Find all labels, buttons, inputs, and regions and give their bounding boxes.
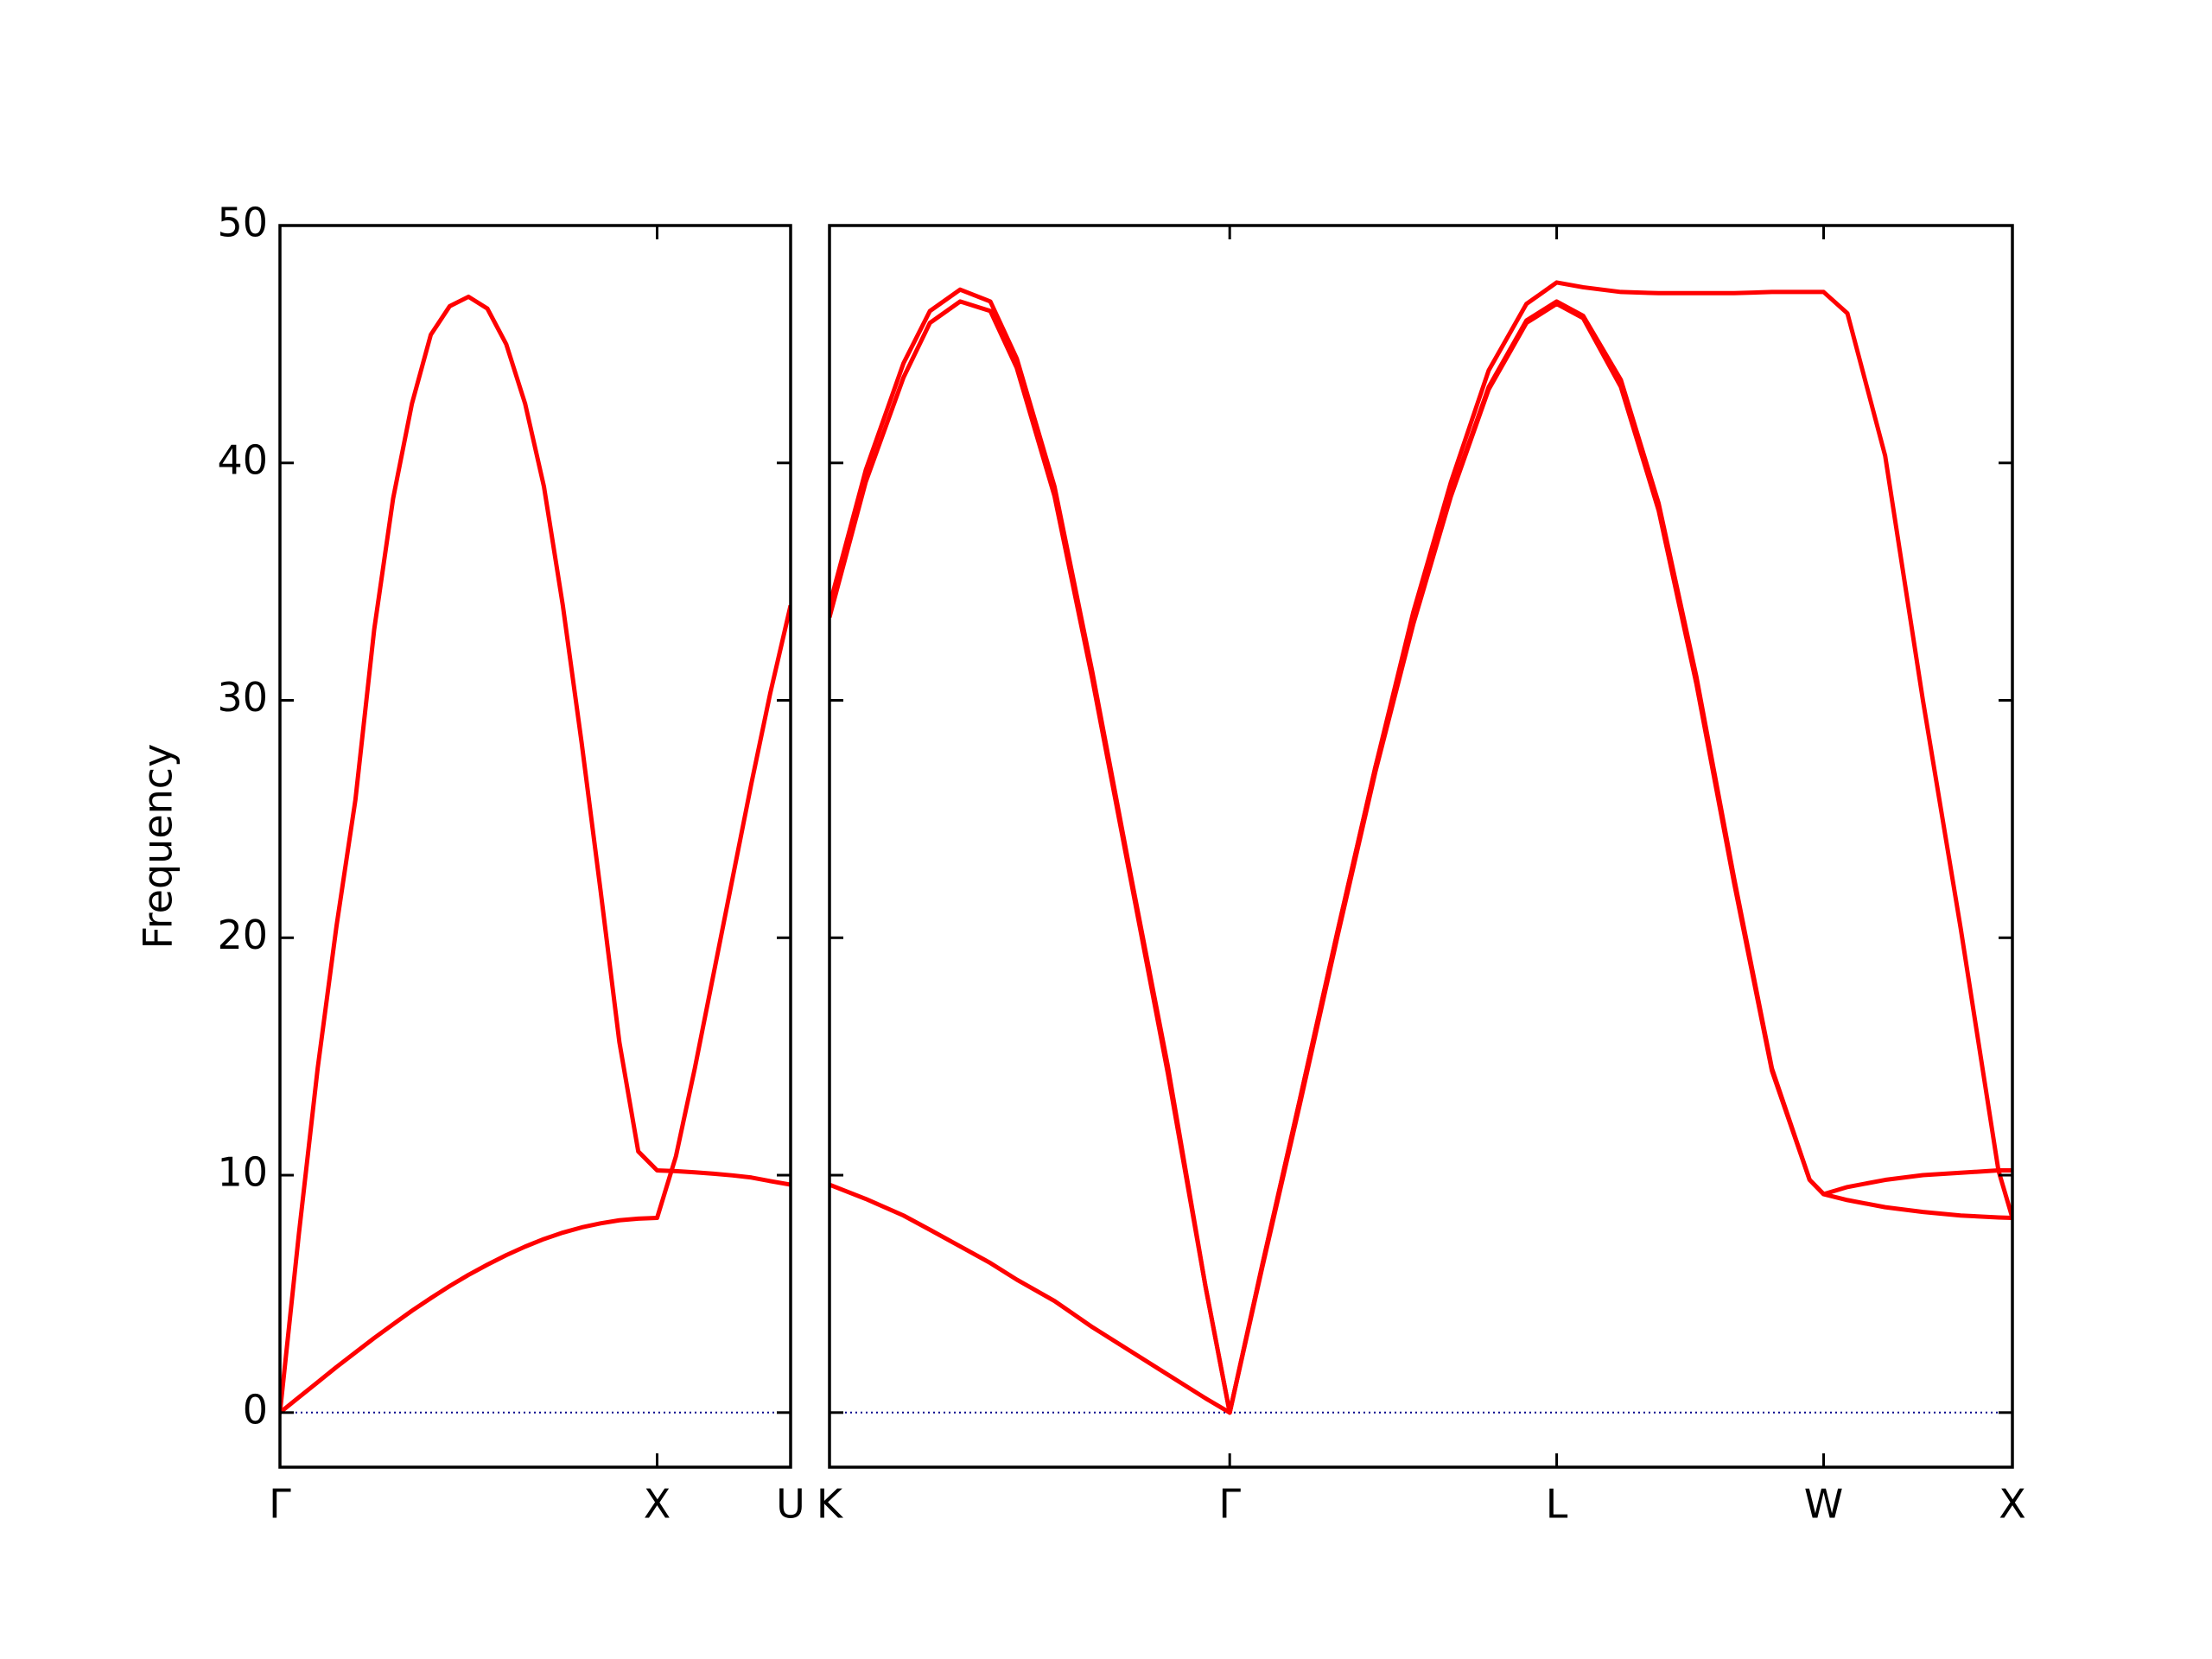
plot-area: [830, 280, 2012, 1415]
y-tick-label: 30: [217, 674, 268, 721]
x-tick-label: Γ: [269, 1481, 291, 1528]
y-tick-label: 10: [217, 1149, 268, 1196]
x-tick-label: K: [817, 1481, 844, 1528]
plot-frame: [278, 224, 792, 1469]
x-tick-label: L: [1546, 1481, 1568, 1528]
y-tick-label: 20: [217, 912, 268, 958]
y-tick-label: 40: [217, 436, 268, 483]
x-tick-label: W: [1804, 1481, 1843, 1528]
y-tick-label: 50: [217, 200, 268, 246]
y-axis-label: Frequency: [135, 744, 181, 950]
x-tick-label: X: [1999, 1481, 2026, 1528]
plot-area: [280, 294, 791, 1414]
plot-frame: [828, 224, 2014, 1469]
band-line: [830, 280, 2012, 1415]
x-tick-label: Γ: [1218, 1481, 1241, 1528]
band-line: [280, 605, 791, 1414]
y-tick-label: 0: [243, 1386, 268, 1433]
x-tick-label: X: [644, 1481, 671, 1528]
band-line: [830, 302, 2012, 1415]
band-line: [280, 294, 791, 1414]
band-line: [830, 299, 2012, 1415]
x-tick-label: U: [776, 1481, 805, 1528]
